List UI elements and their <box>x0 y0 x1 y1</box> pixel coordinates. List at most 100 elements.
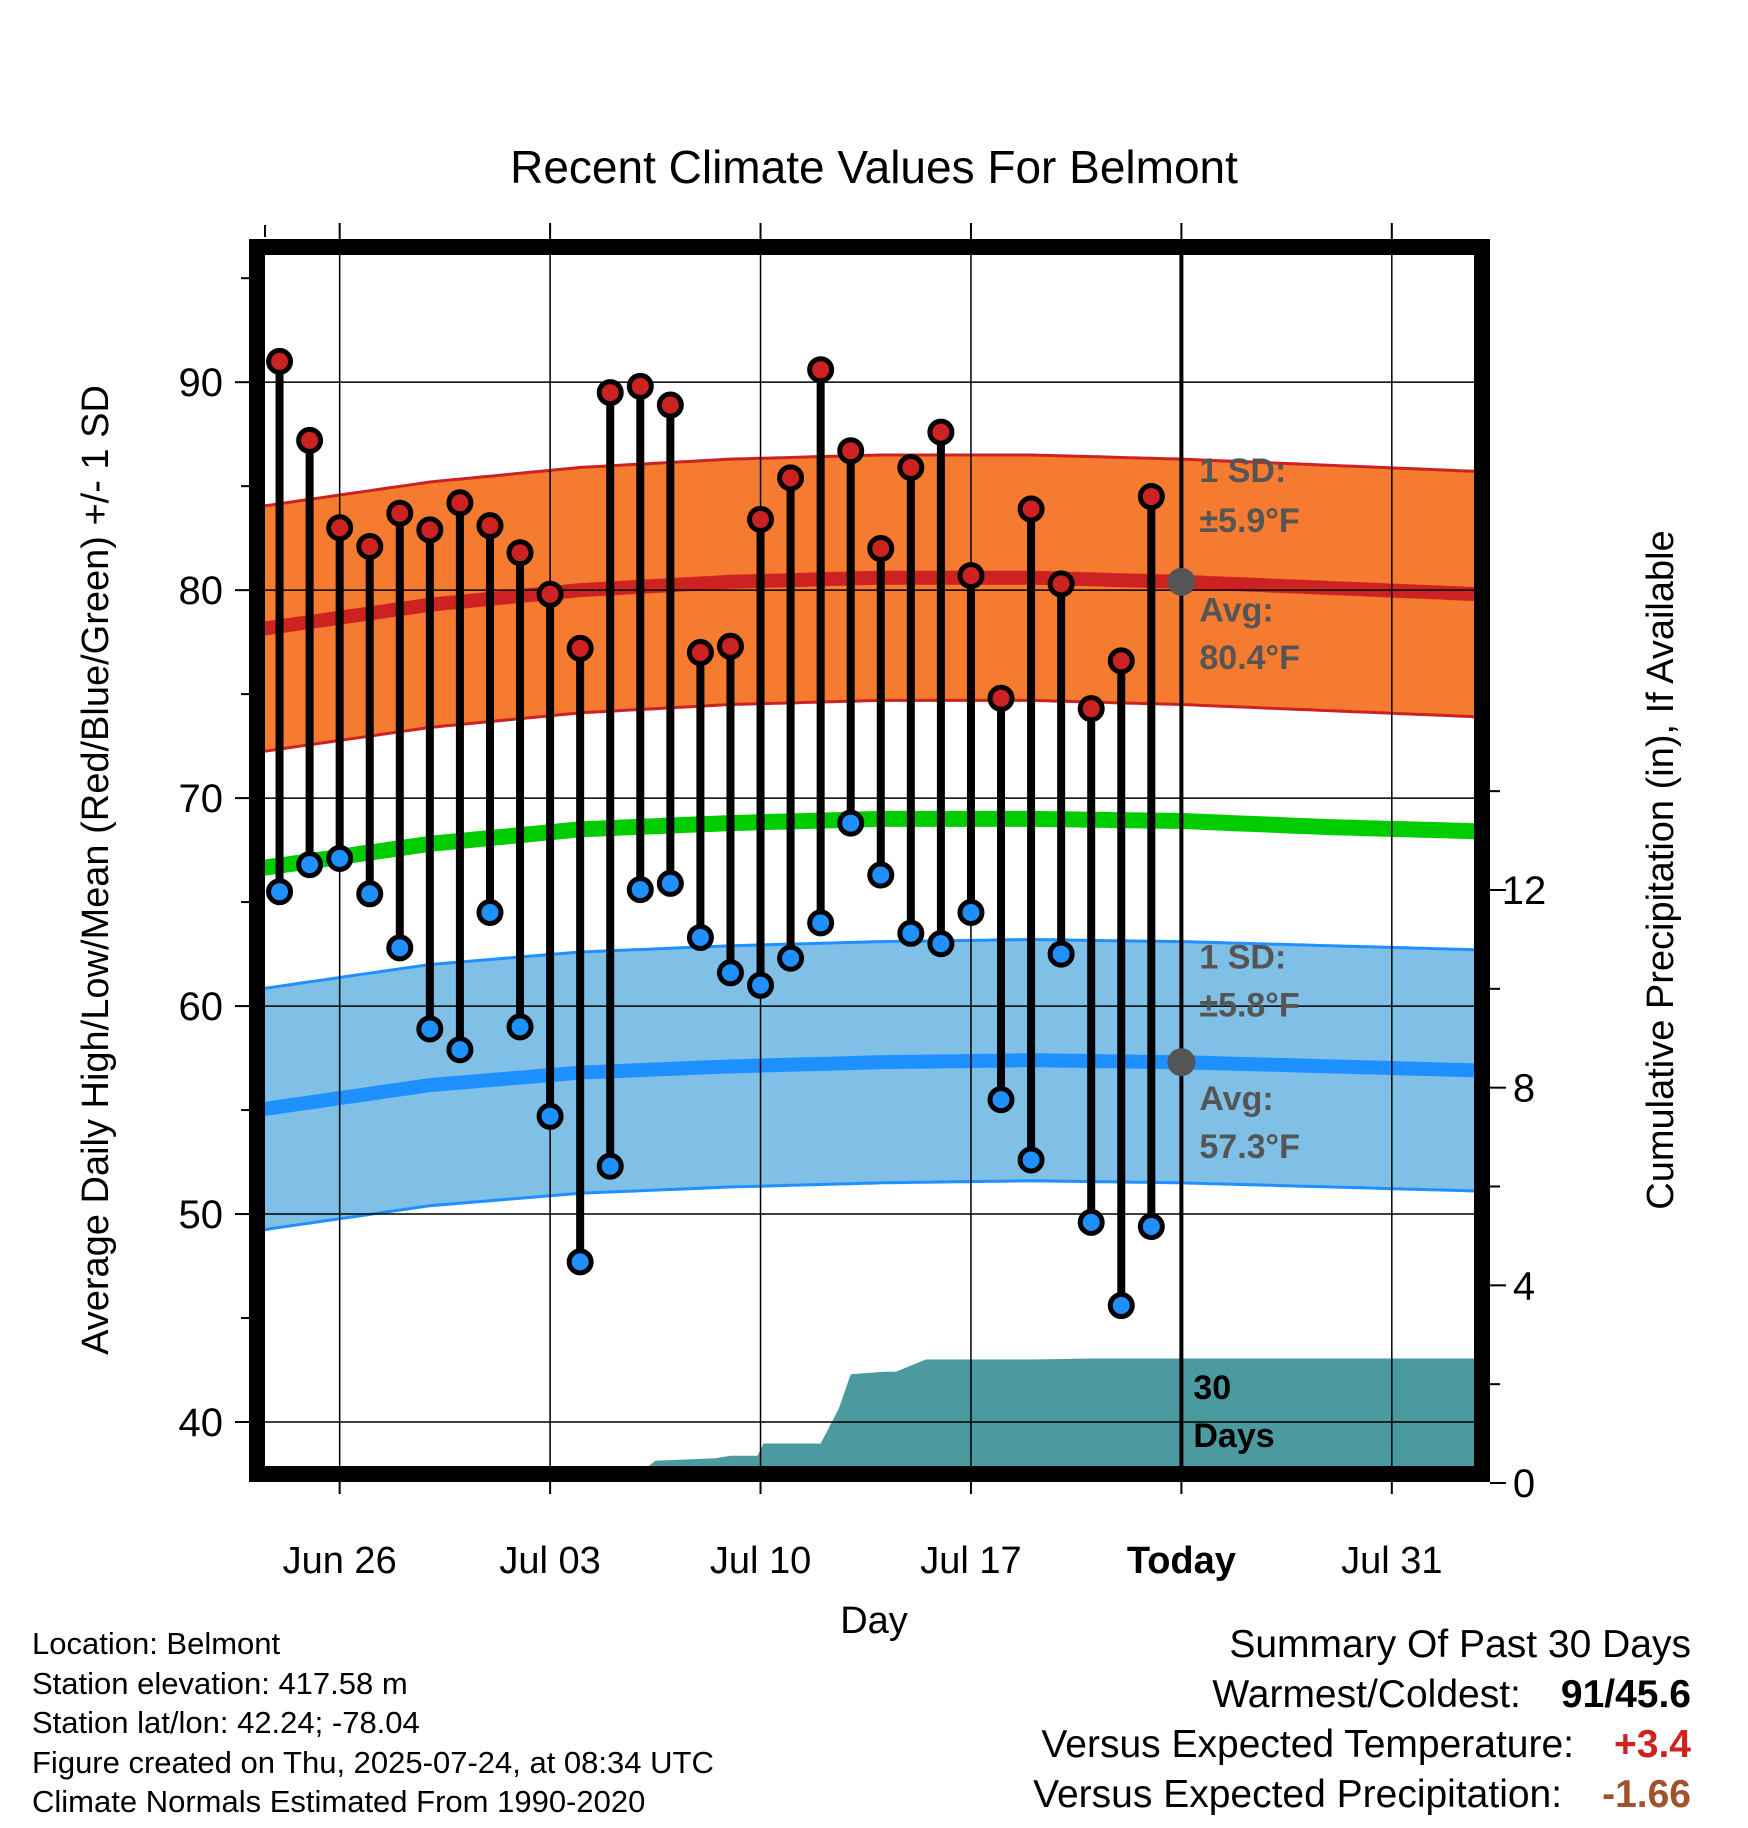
y-tick-label: 60 <box>179 985 224 1029</box>
daily-low-point <box>777 944 805 972</box>
daily-low-point <box>326 844 354 872</box>
daily-low-point <box>446 1036 474 1064</box>
normals-text: Climate Normals Estimated From 1990-2020 <box>32 1784 646 1819</box>
precip-period-label-1: 30 <box>1193 1369 1231 1407</box>
daily-low-point <box>356 880 384 908</box>
daily-high-point <box>927 418 955 446</box>
daily-high-point <box>566 634 594 662</box>
daily-high-point <box>326 514 354 542</box>
daily-high-point <box>506 539 534 567</box>
daily-low-point <box>1047 940 1075 968</box>
today-high-avg-marker <box>1167 567 1196 596</box>
low-avg-label: Avg: <box>1199 1080 1273 1118</box>
daily-high-point <box>987 684 1015 712</box>
y-axis-label: Average Daily High/Low/Mean (Red/Blue/Gr… <box>75 385 117 1355</box>
normal-mean-line <box>257 810 1482 877</box>
daily-high-point <box>897 453 925 481</box>
daily-high-point <box>777 464 805 492</box>
daily-high-point <box>957 562 985 590</box>
daily-high-point <box>536 580 564 608</box>
daily-high-point <box>1107 647 1135 675</box>
high-sd-value: ±5.9°F <box>1199 502 1299 540</box>
x-tick-label: Today <box>1127 1540 1236 1582</box>
daily-high-point <box>386 499 414 527</box>
daily-high-point <box>416 516 444 544</box>
daily-low-point <box>506 1013 534 1041</box>
daily-high-point <box>626 372 654 400</box>
daily-high-point <box>1137 483 1165 511</box>
daily-high-point <box>656 391 684 419</box>
temp-anomaly-label: Versus Expected Temperature: <box>1041 1723 1574 1766</box>
daily-low-point <box>566 1248 594 1276</box>
high-sd-band-upper-edge <box>257 453 1482 509</box>
daily-high-point <box>837 437 865 465</box>
low-sd-band <box>257 939 1482 1231</box>
warmest-coldest-value: 91/45.6 <box>1560 1673 1691 1716</box>
low-avg-value: 57.3°F <box>1199 1128 1300 1166</box>
summary-title: Summary Of Past 30 Days <box>1229 1623 1691 1666</box>
daily-high-point <box>476 512 504 540</box>
daily-low-point <box>957 898 985 926</box>
daily-low-point <box>716 959 744 987</box>
location-text: Location: Belmont <box>32 1626 281 1661</box>
y2-tick-label: 12 <box>1502 869 1547 913</box>
daily-high-point <box>296 426 324 454</box>
daily-low-point <box>747 971 775 999</box>
daily-high-point <box>716 632 744 660</box>
y2-tick-label: 0 <box>1513 1462 1535 1506</box>
x-tick-label: Jun 26 <box>283 1540 397 1582</box>
temp-anomaly-value: +3.4 <box>1614 1723 1691 1766</box>
station-info: Location: Belmont Station elevation: 417… <box>32 1624 714 1822</box>
daily-high-point <box>1017 495 1045 523</box>
x-tick-label: Jul 10 <box>710 1540 811 1582</box>
precip-area <box>430 1358 1482 1474</box>
y2-tick-label: 8 <box>1513 1067 1535 1111</box>
daily-low-point <box>1137 1213 1165 1241</box>
daily-high-point <box>446 489 474 517</box>
x-tick-label: Jul 03 <box>499 1540 600 1582</box>
daily-low-point <box>266 878 294 906</box>
precip-anomaly-label: Versus Expected Precipitation: <box>1033 1773 1563 1816</box>
daily-low-point <box>807 909 835 937</box>
daily-low-point <box>386 934 414 962</box>
daily-low-point <box>596 1152 624 1180</box>
summary-precip-row: Versus Expected Precipitation: -1.66 <box>1033 1770 1691 1820</box>
warmest-coldest-label: Warmest/Coldest: <box>1212 1673 1521 1716</box>
daily-low-point <box>1107 1292 1135 1320</box>
precip-anomaly-value: -1.66 <box>1602 1773 1691 1816</box>
y-tick-label: 50 <box>179 1193 224 1237</box>
daily-low-point <box>476 898 504 926</box>
today-low-avg-marker <box>1167 1048 1196 1077</box>
y-tick-label: 90 <box>179 361 224 405</box>
precip-period-label-2: Days <box>1193 1417 1274 1455</box>
elevation-text: Station elevation: 417.58 m <box>32 1665 408 1701</box>
daily-high-point <box>686 639 714 667</box>
daily-low-point <box>536 1102 564 1130</box>
normal-low-line <box>257 1053 1482 1118</box>
x-tick-label: Jul 31 <box>1341 1540 1442 1582</box>
chart-title: Recent Climate Values For Belmont <box>510 141 1238 193</box>
daily-high-point <box>356 532 384 560</box>
daily-low-point <box>416 1015 444 1043</box>
daily-high-point <box>807 356 835 384</box>
daily-high-point <box>867 535 895 563</box>
daily-low-point <box>867 861 895 889</box>
daily-high-point <box>1047 570 1075 598</box>
daily-low-point <box>897 919 925 947</box>
daily-low-point <box>626 876 654 904</box>
low-sd-value: ±5.8°F <box>1199 986 1299 1024</box>
daily-low-point <box>837 809 865 837</box>
y-tick-label: 70 <box>179 777 224 821</box>
daily-high-point <box>596 379 624 407</box>
latlon-text: Station lat/lon: 42.24; -78.04 <box>32 1705 420 1740</box>
y-tick-label: 40 <box>179 1401 224 1445</box>
x-axis-label: Day <box>840 1600 908 1642</box>
y-tick-label: 80 <box>179 569 224 613</box>
y2-axis-label: Cumulative Precipitation (in), If Availa… <box>1640 530 1682 1209</box>
low-sd-band-lower-edge <box>257 1179 1482 1233</box>
daily-high-point <box>747 505 775 533</box>
daily-low-point <box>927 930 955 958</box>
high-sd-label: 1 SD: <box>1199 452 1286 490</box>
high-avg-label: Avg: <box>1199 591 1273 629</box>
